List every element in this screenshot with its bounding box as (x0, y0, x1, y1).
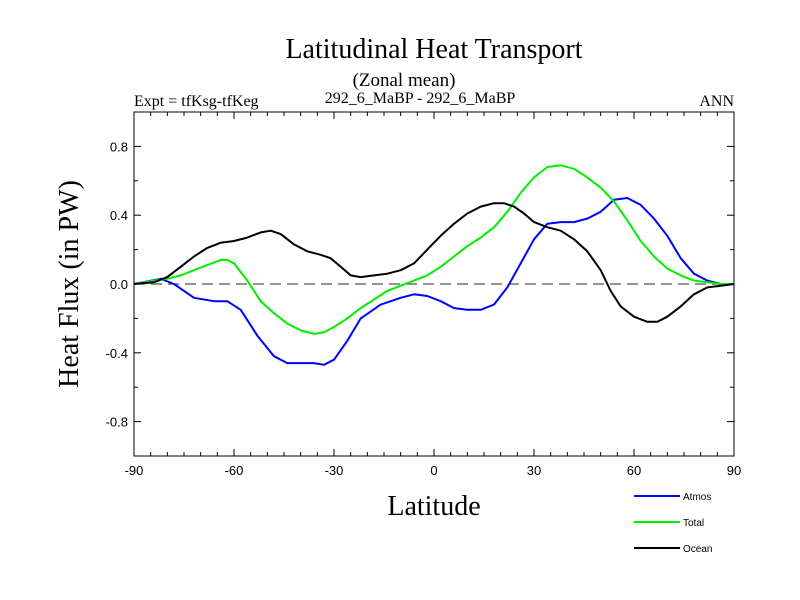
x-axis-label: Latitude (387, 491, 480, 522)
chart-subtitle: (Zonal mean) (353, 70, 456, 91)
legend-label-ocean: Ocean (683, 544, 712, 555)
plot-area: -90 -60 -30 0 30 60 90 -0.8 -0.4 0.0 0.4 0.8 (106, 111, 741, 478)
series-line-atmos (133, 197, 734, 366)
x-tick-label: 30 (527, 463, 541, 478)
legend: Atmos Total Ocean (634, 492, 712, 555)
x-tick-label: -60 (225, 463, 244, 478)
x-tick-label: 90 (727, 463, 741, 478)
y-tick-label: -0.4 (106, 346, 128, 361)
series-line-ocean (133, 202, 735, 323)
y-tick-label: 0.8 (110, 139, 128, 154)
chart-title: Latitudinal Heat Transport (285, 34, 582, 65)
season-label: ANN (699, 93, 734, 110)
y-tick-label: 0.0 (110, 277, 128, 292)
legend-label-atmos: Atmos (683, 492, 711, 503)
y-tick-label: -0.8 (106, 415, 128, 430)
y-tick-label: 0.4 (110, 208, 128, 223)
x-tick-label: -30 (325, 463, 344, 478)
series-line-total (133, 164, 734, 335)
experiment-label: Expt = tfKsg-tfKeg (134, 93, 259, 110)
legend-label-total: Total (683, 518, 704, 529)
x-tick-label: -90 (125, 463, 144, 478)
x-tick-label: 0 (430, 463, 437, 478)
period-label: 292_6_MaBP - 292_6_MaBP (325, 90, 516, 107)
y-axis-label: Heat Flux (in PW) (54, 180, 85, 388)
x-tick-label: 60 (627, 463, 641, 478)
